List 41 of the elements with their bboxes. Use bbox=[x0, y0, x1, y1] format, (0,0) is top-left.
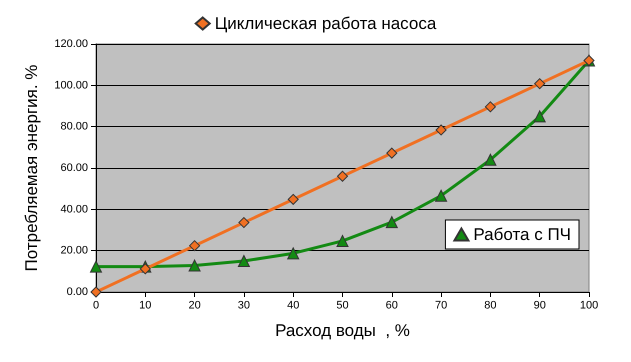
x-tick-label: 50 bbox=[336, 300, 349, 312]
point bbox=[238, 217, 250, 228]
y-tick-label: 120.00 bbox=[54, 38, 88, 50]
x-tick-label: 60 bbox=[386, 300, 398, 312]
point bbox=[238, 255, 250, 267]
point bbox=[386, 148, 398, 159]
point bbox=[287, 247, 300, 260]
point bbox=[484, 154, 496, 166]
point bbox=[534, 110, 546, 122]
point bbox=[90, 286, 102, 298]
x-tick-label: 100 bbox=[580, 300, 598, 312]
y-tick-label: 40.00 bbox=[60, 203, 88, 216]
y-tick-label: 60.00 bbox=[60, 162, 88, 174]
y-tick-label: 80.00 bbox=[60, 120, 88, 133]
x-axis-title: Расход воды , % bbox=[275, 321, 410, 340]
point bbox=[288, 194, 299, 205]
point bbox=[436, 124, 447, 136]
y-tick-label: 100.00 bbox=[54, 79, 88, 92]
legend-label: Работа с ПЧ bbox=[473, 225, 571, 244]
x-tick-label: 40 bbox=[287, 300, 300, 312]
point bbox=[336, 234, 348, 247]
x-tick-label: 90 bbox=[534, 300, 546, 312]
y-tick-label: 20.00 bbox=[60, 244, 88, 257]
point bbox=[386, 216, 398, 228]
x-tick-label: 10 bbox=[139, 300, 152, 312]
point bbox=[337, 170, 348, 182]
point bbox=[534, 78, 546, 90]
x-tick-label: 0 bbox=[92, 300, 100, 312]
y-tick-label: 0.00 bbox=[66, 286, 88, 298]
x-tick-label: 20 bbox=[188, 300, 201, 312]
legend-label: Циклическая работа насоса bbox=[214, 14, 437, 33]
point bbox=[484, 101, 496, 112]
point bbox=[189, 240, 200, 252]
x-tick-label: 70 bbox=[434, 300, 448, 312]
point bbox=[435, 190, 448, 202]
point bbox=[90, 260, 102, 273]
point bbox=[188, 260, 201, 272]
x-tick-label: 80 bbox=[484, 300, 497, 312]
y-axis-title: Потребляемая энергия. % bbox=[22, 64, 41, 272]
point bbox=[140, 263, 151, 274]
x-tick-label: 30 bbox=[238, 300, 250, 312]
